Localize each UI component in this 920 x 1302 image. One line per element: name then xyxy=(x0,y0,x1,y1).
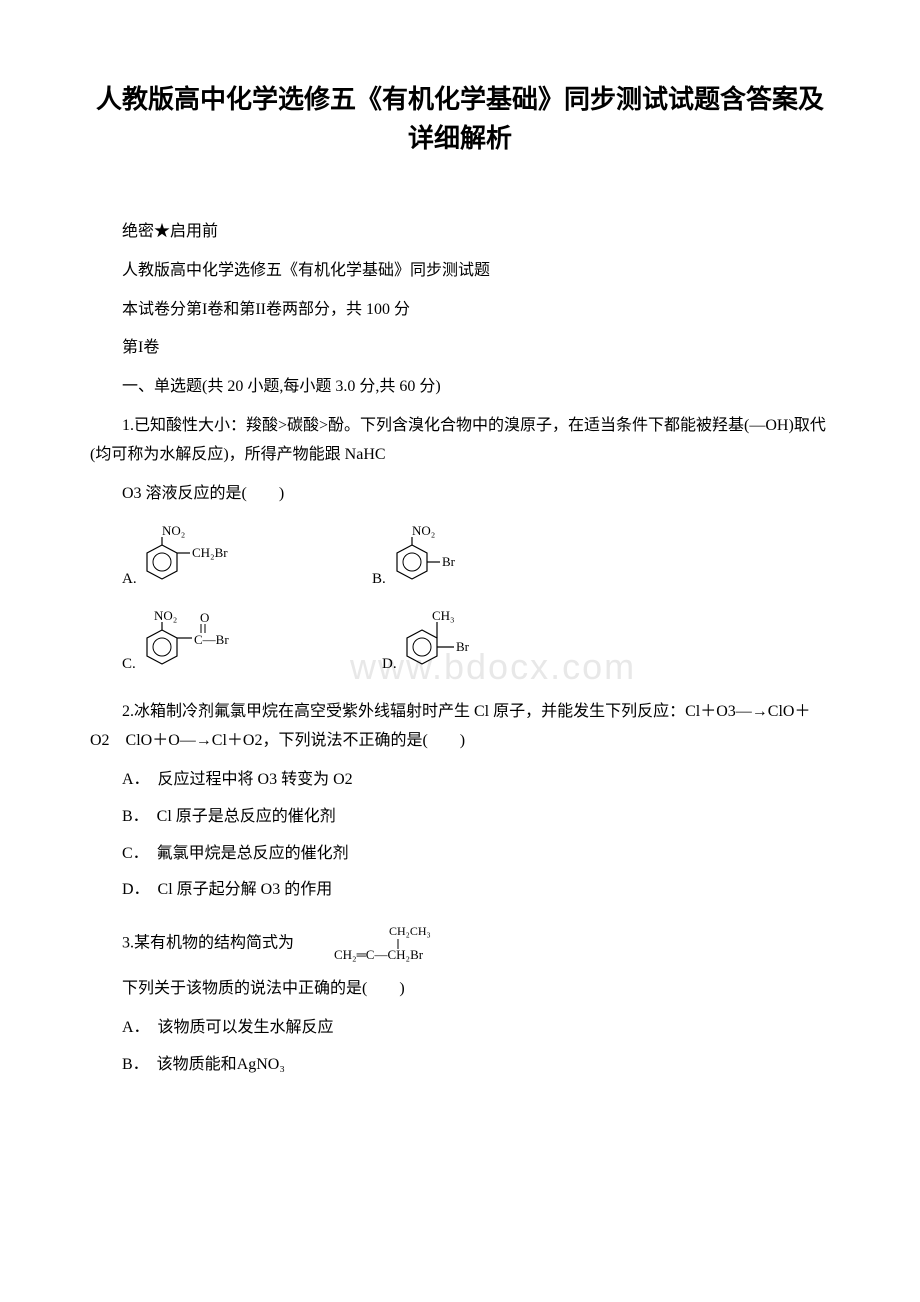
q3-option-b: B． 该物质能和AgNO₃ xyxy=(90,1051,830,1080)
q1-option-a: NO₂ CH₂Br A. xyxy=(122,523,282,598)
paper-parts: 本试卷分第I卷和第II卷两部分，共 100 分 xyxy=(90,296,830,325)
svg-text:CH₂CH₃: CH₂CH₃ xyxy=(389,924,431,938)
q1-options: NO₂ CH₂Br A. NO₂ Br B. xyxy=(122,523,830,683)
benzene-icon: NO₂ O C—Br C. xyxy=(122,608,292,683)
q2-option-b: B． Cl 原子是总反应的催化剂 xyxy=(90,803,830,832)
part-label: 第I卷 xyxy=(90,334,830,363)
page-container: 人教版高中化学选修五《有机化学基础》同步测试试题含答案及详细解析 绝密★启用前 … xyxy=(90,80,830,1080)
svg-text:A.: A. xyxy=(122,571,137,587)
svg-text:D.: D. xyxy=(382,656,397,672)
svg-text:Br: Br xyxy=(442,554,456,569)
svg-text:C—Br: C—Br xyxy=(194,632,229,647)
q2-stem: 2.冰箱制冷剂氟氯甲烷在高空受紫外线辐射时产生 Cl 原子，并能发生下列反应：C… xyxy=(90,698,830,756)
svg-text:NO₂: NO₂ xyxy=(412,523,435,538)
q3-option-b-prefix: B． 该物质能和 xyxy=(122,1056,237,1073)
q3-stem-2: 下列关于该物质的说法中正确的是( ) xyxy=(90,975,830,1004)
q1-option-b: NO₂ Br B. xyxy=(372,523,512,598)
benzene-icon: NO₂ CH₂Br A. xyxy=(122,523,282,598)
q1-stem-2: O3 溶液反应的是( ) xyxy=(90,480,830,509)
q1-row-cd: NO₂ O C—Br C. CH₃ xyxy=(122,608,830,683)
q1-option-c: NO₂ O C—Br C. xyxy=(122,608,292,683)
q1-row-ab: NO₂ CH₂Br A. NO₂ Br B. xyxy=(122,523,830,598)
svg-text:B.: B. xyxy=(372,571,386,587)
q2-option-c: C． 氟氯甲烷是总反应的催化剂 xyxy=(90,840,830,869)
benzene-icon: CH₃ Br D. xyxy=(382,608,522,683)
formula-icon: CH₂CH₃ CH₂═C—CH₂Br xyxy=(334,923,474,965)
svg-text:CH₂Br: CH₂Br xyxy=(192,545,228,560)
document-title: 人教版高中化学选修五《有机化学基础》同步测试试题含答案及详细解析 xyxy=(90,80,830,158)
q3-option-b-formula: AgNO₃ xyxy=(237,1056,285,1073)
q2-option-d: D． Cl 原子起分解 O3 的作用 xyxy=(90,876,830,905)
svg-text:NO₂: NO₂ xyxy=(154,608,177,623)
subtitle: 人教版高中化学选修五《有机化学基础》同步测试题 xyxy=(90,257,830,286)
section-label: 一、单选题(共 20 小题,每小题 3.0 分,共 60 分) xyxy=(90,373,830,402)
q1-option-d: CH₃ Br D. xyxy=(382,608,522,683)
svg-text:NO₂: NO₂ xyxy=(162,523,185,538)
svg-text:Br: Br xyxy=(456,639,470,654)
q3-option-a: A． 该物质可以发生水解反应 xyxy=(90,1014,830,1043)
svg-text:O: O xyxy=(200,610,209,625)
svg-text:C.: C. xyxy=(122,656,136,672)
q1-stem-1: 1.已知酸性大小：羧酸>碳酸>酚。下列含溴化合物中的溴原子，在适当条件下都能被羟… xyxy=(90,412,830,470)
q3-stem: 3.某有机物的结构简式为 CH₂CH₃ CH₂═C—CH₂Br xyxy=(90,923,830,965)
svg-text:CH₃: CH₃ xyxy=(432,608,455,623)
q2-option-a: A． 反应过程中将 O3 转变为 O2 xyxy=(90,766,830,795)
secret-line: 绝密★启用前 xyxy=(90,218,830,247)
q3-formula: CH₂CH₃ CH₂═C—CH₂Br xyxy=(302,923,474,965)
q3-prefix: 3.某有机物的结构简式为 xyxy=(122,935,294,952)
svg-text:CH₂═C—CH₂Br: CH₂═C—CH₂Br xyxy=(334,947,424,962)
benzene-icon: NO₂ Br B. xyxy=(372,523,512,598)
